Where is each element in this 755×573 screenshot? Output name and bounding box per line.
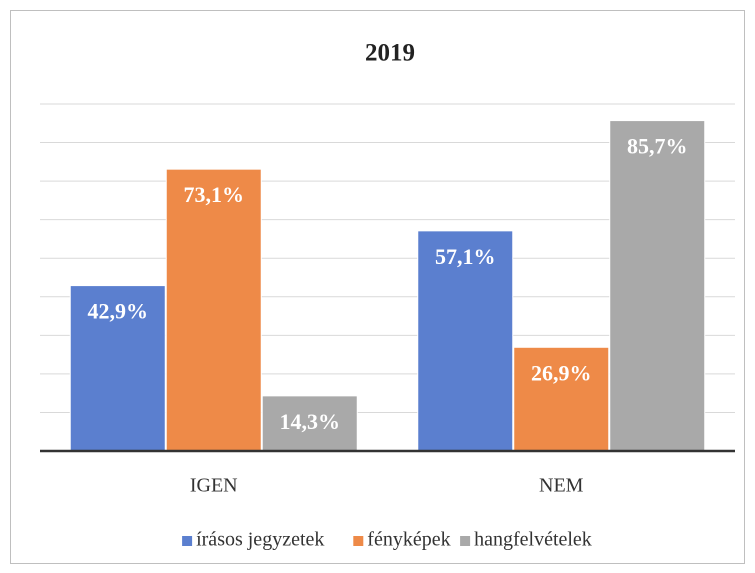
legend-swatch (460, 536, 471, 546)
data-label: 85,7% (627, 134, 688, 159)
legend-swatch (353, 536, 364, 546)
bar (609, 120, 706, 452)
bar (417, 230, 514, 452)
legend-label: hangfelvételek (474, 529, 592, 551)
bar (165, 168, 262, 452)
data-label: 73,1% (184, 182, 245, 207)
legend-label: fényképek (367, 529, 450, 551)
legend-label: írásos jegyzetek (196, 529, 324, 551)
data-label: 57,1% (435, 244, 496, 269)
chart-title: 2019 (365, 40, 415, 67)
data-label: 26,9% (531, 360, 592, 385)
data-label: 14,3% (280, 409, 341, 434)
legend-swatch (182, 536, 193, 546)
x-tick-label: IGEN (190, 475, 238, 497)
data-label: 42,9% (88, 299, 149, 324)
x-tick-label: NEM (539, 475, 584, 497)
bar (69, 285, 166, 452)
bar (513, 346, 610, 452)
